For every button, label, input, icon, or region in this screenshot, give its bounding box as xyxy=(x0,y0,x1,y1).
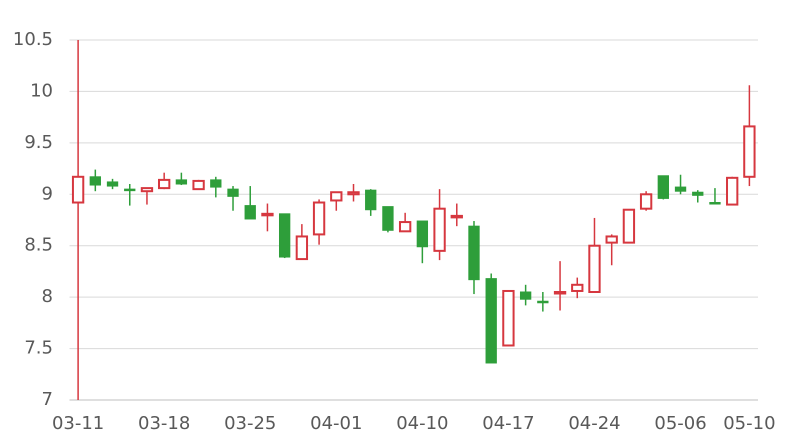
x-tick-label: 03-18 xyxy=(138,413,190,434)
candle-body xyxy=(553,291,567,295)
candle-body xyxy=(244,205,256,220)
candle-body xyxy=(261,212,274,217)
candle-body xyxy=(278,213,291,258)
candle-body xyxy=(519,291,532,300)
candle-body xyxy=(743,125,756,178)
candle-body xyxy=(485,278,497,364)
candle-body xyxy=(71,175,85,204)
candle-body xyxy=(450,214,463,219)
candle-body xyxy=(124,188,136,192)
candle-body xyxy=(537,300,549,304)
candle-body xyxy=(210,179,222,188)
x-tick-label: 04-10 xyxy=(396,413,448,434)
candle-body xyxy=(312,201,326,236)
candle-body xyxy=(158,178,171,190)
x-tick-label: 05-06 xyxy=(654,413,706,434)
candle-body xyxy=(622,208,636,244)
candle-body xyxy=(382,206,394,231)
candle-body xyxy=(605,235,618,244)
y-tick-label: 7.5 xyxy=(24,338,53,359)
y-tick-label: 8 xyxy=(42,286,53,307)
candle-body xyxy=(674,186,687,192)
x-tick-label: 03-11 xyxy=(52,413,104,434)
y-tick-label: 9 xyxy=(42,183,53,204)
candle-body xyxy=(709,202,721,205)
candle-body xyxy=(175,179,188,185)
x-tick-label: 05-10 xyxy=(723,413,775,434)
candle-body xyxy=(571,283,584,292)
x-tick-label: 04-01 xyxy=(310,413,362,434)
x-tick-label: 04-17 xyxy=(482,413,534,434)
candle-body xyxy=(692,191,704,196)
candle-body xyxy=(295,235,309,261)
y-tick-label: 10 xyxy=(30,80,53,101)
candle-body xyxy=(588,244,601,293)
candle-body xyxy=(347,191,360,196)
candle-body xyxy=(89,176,101,186)
candle-body xyxy=(657,175,669,199)
candle-body xyxy=(468,225,480,281)
x-tick-label: 03-25 xyxy=(224,413,276,434)
candle-body xyxy=(140,187,154,193)
y-tick-label: 9.5 xyxy=(24,132,53,153)
candle-body xyxy=(106,181,119,187)
candle-body xyxy=(330,191,343,202)
candle-body xyxy=(227,188,239,197)
x-tick-label: 04-24 xyxy=(568,413,620,434)
candle-body xyxy=(502,289,515,347)
candle-body xyxy=(416,220,429,248)
candle-body xyxy=(365,189,377,211)
candle-body xyxy=(726,176,739,206)
candle-body xyxy=(398,221,412,233)
candle-body xyxy=(433,207,446,252)
y-tick-label: 7 xyxy=(42,389,53,410)
y-tick-label: 10.5 xyxy=(13,29,53,50)
candle-body xyxy=(639,193,653,210)
candle-body xyxy=(192,179,205,191)
y-tick-label: 8.5 xyxy=(24,235,53,256)
